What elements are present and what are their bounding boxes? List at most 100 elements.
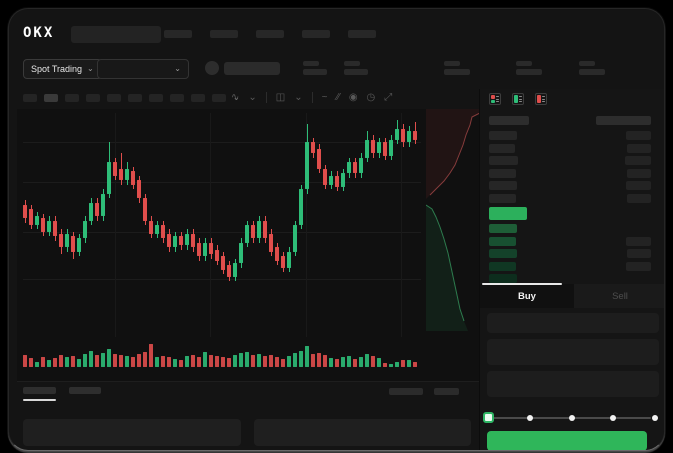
slider-handle[interactable] bbox=[483, 412, 494, 423]
interval-chip[interactable] bbox=[86, 94, 100, 102]
bid-price-placeholder bbox=[489, 224, 517, 233]
order-input-placeholder[interactable] bbox=[487, 313, 659, 333]
nav-item-placeholder[interactable] bbox=[164, 30, 192, 38]
nav-item-placeholder[interactable] bbox=[302, 30, 330, 38]
chart-style-icon[interactable]: ∿ bbox=[231, 91, 240, 103]
gridline-horizontal bbox=[23, 182, 421, 183]
volume-bar bbox=[149, 344, 153, 367]
bottom-tab-placeholder[interactable] bbox=[69, 387, 101, 394]
bottom-action-placeholder[interactable] bbox=[434, 388, 459, 395]
interval-chip[interactable] bbox=[44, 94, 58, 102]
market-type-dropdown[interactable]: Spot Trading ⌄ bbox=[23, 59, 102, 79]
volume-bar bbox=[89, 351, 93, 367]
snapshot-icon[interactable]: ◉ bbox=[348, 91, 358, 103]
bid-amount-placeholder bbox=[627, 249, 651, 258]
icon-bar bbox=[514, 95, 518, 103]
nav-item-placeholder[interactable] bbox=[256, 30, 284, 38]
gridline-vertical bbox=[306, 113, 307, 337]
volume-bar bbox=[323, 355, 327, 367]
candle-body bbox=[65, 233, 69, 248]
order-input-placeholder[interactable] bbox=[487, 339, 659, 365]
gridline-horizontal bbox=[23, 142, 421, 143]
bottom-tab-placeholder[interactable] bbox=[23, 387, 56, 394]
ask-row[interactable] bbox=[480, 156, 664, 165]
slider-stop[interactable] bbox=[526, 415, 533, 421]
candle-body bbox=[413, 130, 417, 140]
stat-value-placeholder bbox=[579, 69, 605, 75]
candle-body bbox=[377, 142, 381, 154]
volume-bar bbox=[395, 361, 399, 367]
chevron-down-icon[interactable]: ⌄ bbox=[233, 93, 240, 102]
candle-body bbox=[305, 142, 309, 190]
slider-stop[interactable] bbox=[568, 415, 575, 421]
volume-bar bbox=[227, 357, 231, 367]
last-price-bar[interactable] bbox=[489, 207, 527, 220]
candle-body bbox=[269, 233, 273, 252]
interval-chip[interactable] bbox=[107, 94, 121, 102]
gridline-vertical bbox=[210, 113, 211, 337]
candle-body bbox=[143, 198, 147, 221]
candle-body bbox=[53, 220, 57, 237]
volume-bar bbox=[263, 356, 267, 367]
icon-line bbox=[542, 96, 545, 97]
candle-body bbox=[275, 247, 279, 261]
volume-bar bbox=[113, 353, 117, 367]
book-both-icon[interactable] bbox=[489, 93, 501, 105]
tab-sell[interactable]: Sell bbox=[574, 284, 664, 308]
interval-chip[interactable] bbox=[23, 94, 37, 102]
draw-tool-icon[interactable]: ⁄⁄ bbox=[336, 91, 340, 103]
chevron-down-icon[interactable]: ⌄ bbox=[248, 91, 257, 103]
book-asks-icon[interactable] bbox=[535, 93, 547, 105]
ask-row[interactable] bbox=[480, 193, 664, 203]
chevron-down-icon[interactable]: ⌄ bbox=[294, 91, 303, 103]
volume-bar bbox=[251, 355, 255, 367]
nav-item-placeholder[interactable] bbox=[210, 30, 238, 38]
stat-label-placeholder bbox=[303, 61, 319, 66]
bid-row[interactable] bbox=[480, 224, 664, 233]
fullscreen-icon[interactable]: ⤢ bbox=[384, 91, 393, 103]
interval-chip[interactable] bbox=[128, 94, 142, 102]
curve-tool-icon[interactable]: ~ bbox=[321, 91, 328, 103]
tab-buy[interactable]: Buy bbox=[480, 283, 574, 308]
candle-body bbox=[359, 157, 363, 174]
ask-row[interactable] bbox=[480, 143, 664, 153]
bid-row[interactable] bbox=[480, 261, 664, 271]
volume-bar bbox=[41, 356, 45, 367]
amount-slider[interactable] bbox=[483, 412, 658, 424]
pair-select-dropdown[interactable]: ⌄ bbox=[97, 59, 189, 79]
bid-row[interactable] bbox=[480, 274, 664, 283]
slider-stop[interactable] bbox=[610, 415, 617, 421]
interval-chip[interactable] bbox=[212, 94, 226, 102]
volume-bar bbox=[293, 353, 297, 367]
order-input-placeholder[interactable] bbox=[487, 371, 659, 397]
bid-row[interactable] bbox=[480, 236, 664, 246]
volume-bar bbox=[53, 358, 57, 367]
buy-submit-button[interactable] bbox=[487, 431, 647, 450]
interval-chip[interactable] bbox=[191, 94, 205, 102]
ask-row[interactable] bbox=[480, 168, 664, 178]
interval-chip[interactable] bbox=[65, 94, 79, 102]
volume-bar bbox=[353, 358, 357, 367]
indicator-icon[interactable]: ◫ bbox=[275, 91, 286, 103]
volume-bar bbox=[35, 361, 39, 367]
volume-bar bbox=[29, 357, 33, 367]
nav-item-placeholder[interactable] bbox=[348, 30, 376, 38]
candle-body bbox=[107, 162, 111, 194]
slider-stop[interactable] bbox=[652, 415, 658, 421]
volume-bar bbox=[239, 353, 243, 367]
bottom-action-placeholder[interactable] bbox=[389, 388, 423, 395]
alert-icon[interactable]: ◷ bbox=[366, 91, 376, 103]
bid-row[interactable] bbox=[480, 249, 664, 258]
stat-label-placeholder bbox=[344, 61, 360, 66]
book-bids-icon[interactable] bbox=[512, 93, 524, 105]
chart-background bbox=[17, 109, 479, 381]
ask-row[interactable] bbox=[480, 181, 664, 190]
candlestick-chart[interactable] bbox=[23, 113, 421, 337]
icon-bars bbox=[491, 95, 495, 103]
candle-body bbox=[221, 256, 225, 270]
ask-row[interactable] bbox=[480, 131, 664, 140]
interval-chip[interactable] bbox=[149, 94, 163, 102]
ticker-stat bbox=[579, 61, 605, 75]
bid-price-placeholder bbox=[489, 236, 516, 246]
interval-chip[interactable] bbox=[170, 94, 184, 102]
